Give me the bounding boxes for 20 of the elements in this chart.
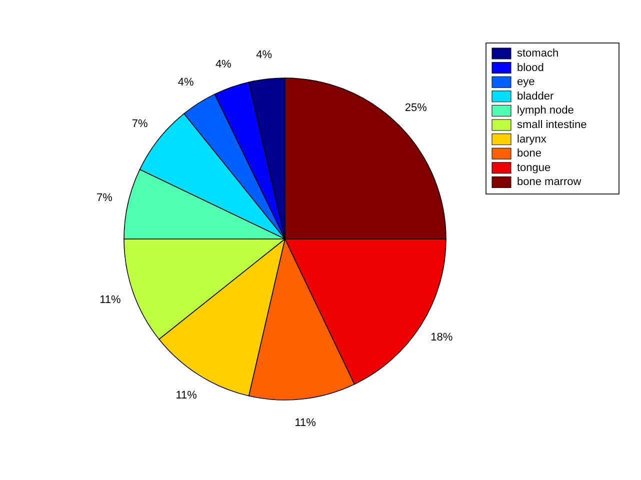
legend-label: small intestine (517, 119, 587, 131)
legend-label: lymph node (517, 104, 574, 117)
data-label: 7% (96, 192, 113, 204)
legend-label: larynx (517, 133, 547, 146)
legend-label: tongue (517, 162, 551, 174)
data-label: 4% (178, 76, 194, 89)
data-label: 4% (215, 58, 232, 70)
legend-label: blood (517, 62, 544, 74)
legend-label: eye (517, 76, 535, 88)
data-label: 4% (256, 49, 272, 62)
legend-label: stomach (517, 48, 559, 60)
data-label: 11% (100, 294, 122, 306)
data-label: 7% (132, 118, 148, 130)
data-label: 11% (294, 417, 316, 430)
data-label: 18% (430, 332, 453, 344)
legend-label: bladder (517, 90, 554, 102)
legend-label: bone (517, 148, 542, 160)
legend-label: bone marrow (517, 176, 582, 188)
data-label: 11% (176, 390, 198, 402)
data-label: 25% (404, 102, 428, 114)
